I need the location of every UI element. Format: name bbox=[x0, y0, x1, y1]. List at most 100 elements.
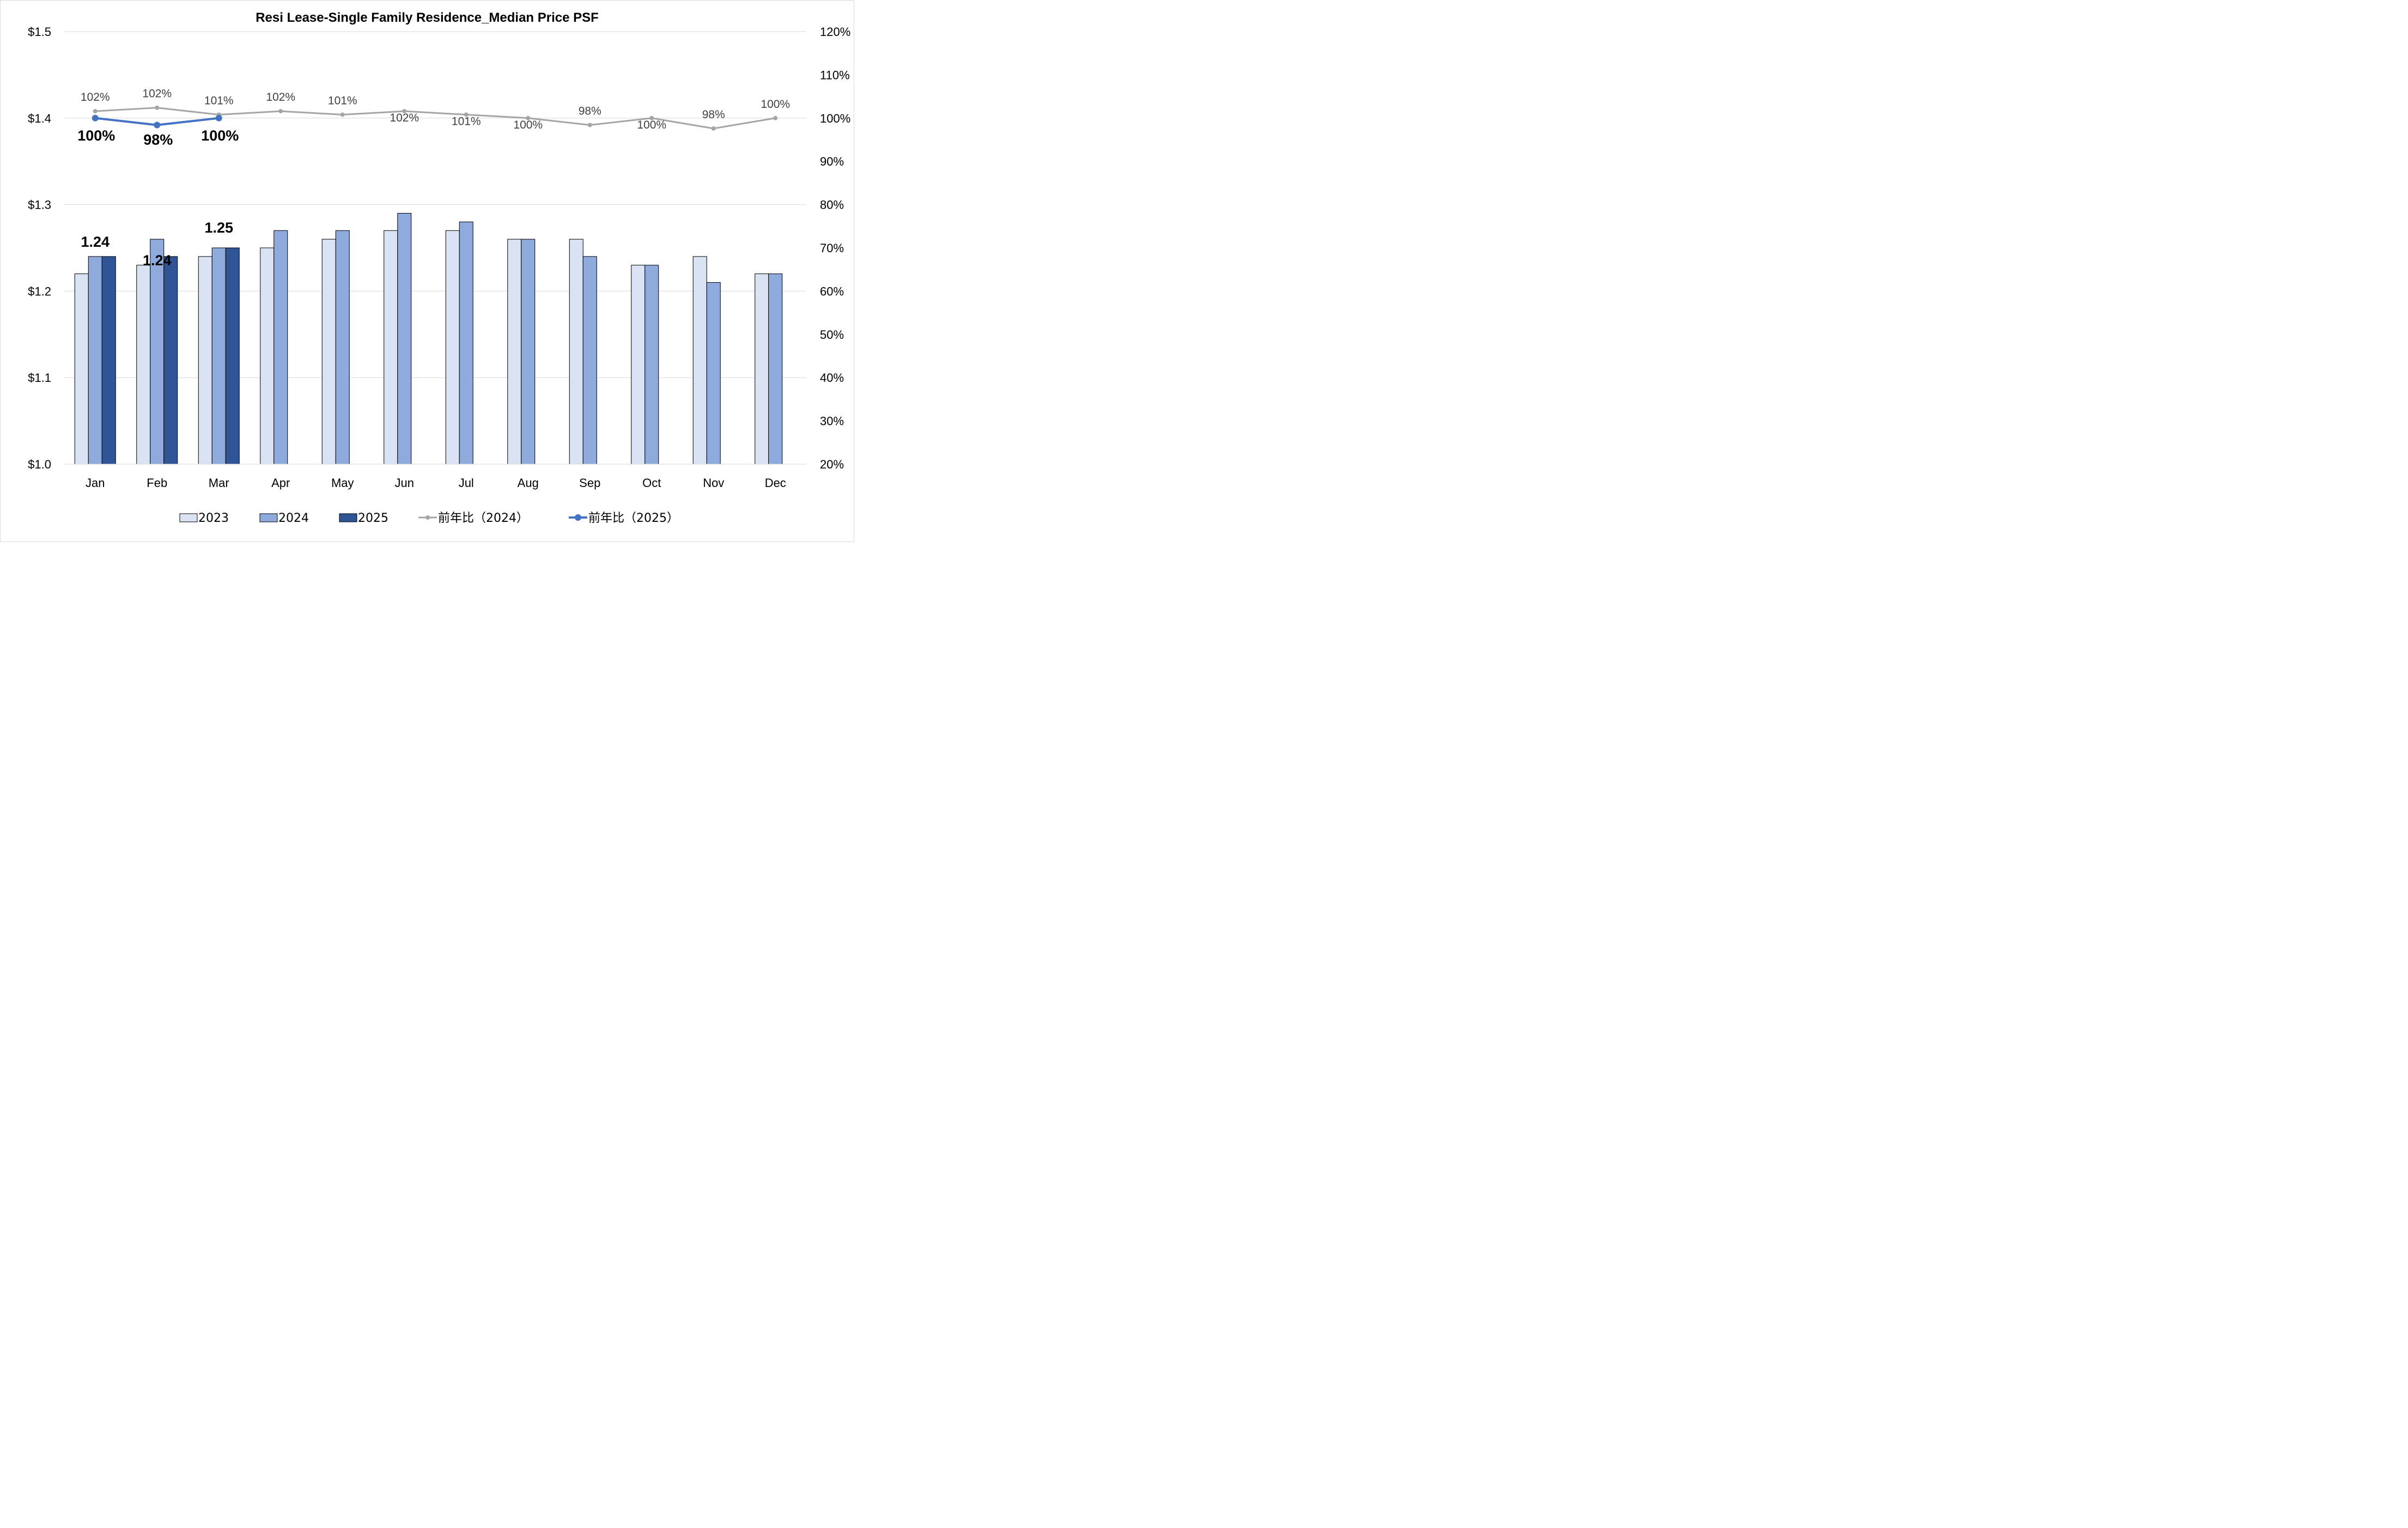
bar-data-label-2025: 1.24 bbox=[81, 234, 110, 250]
legend-label: 2024 bbox=[278, 512, 309, 525]
line-data-label-yoy-2024: 100% bbox=[637, 119, 666, 131]
line-data-label-yoy-2025: 100% bbox=[77, 127, 115, 144]
legend-item-前年比（2024）[interactable]: 前年比（2024） bbox=[418, 512, 528, 525]
line-yoy-2024 bbox=[95, 107, 776, 130]
right-tick-label: 120% bbox=[820, 25, 850, 39]
chart-canvas: Resi Lease-Single Family Residence_Media… bbox=[28, 10, 850, 525]
marker-yoy-2024 bbox=[155, 105, 160, 110]
marker-yoy-2024 bbox=[464, 112, 469, 117]
line-data-label-yoy-2024: 101% bbox=[204, 94, 234, 107]
legend[interactable]: 2023 2024 2025 前年比（2024） 前年比（2025） bbox=[179, 512, 679, 525]
bar-data-label-2025: 1.25 bbox=[204, 220, 233, 236]
bar-2024-jul bbox=[459, 221, 473, 465]
line-data-label-yoy-2025: 98% bbox=[143, 132, 173, 148]
left-tick-label: $1.2 bbox=[28, 284, 51, 298]
legend-swatch bbox=[339, 513, 357, 522]
line-data-label-yoy-2024: 102% bbox=[390, 112, 419, 124]
category-label: Sep bbox=[579, 476, 600, 490]
marker-yoy-2024 bbox=[773, 115, 778, 120]
marker-yoy-2024 bbox=[711, 126, 716, 131]
bar-2024-may bbox=[335, 230, 350, 465]
category-label: May bbox=[331, 476, 354, 490]
category-label: Oct bbox=[642, 476, 661, 490]
category-label: Jun bbox=[395, 476, 414, 490]
bar-2025-mar bbox=[225, 247, 240, 465]
bar-2024-nov bbox=[706, 282, 721, 465]
right-tick-label: 100% bbox=[820, 112, 850, 125]
legend-marker bbox=[575, 514, 581, 521]
legend-item-2025[interactable]: 2025 bbox=[339, 512, 388, 525]
data-labels: 1.24 1.24 1.25 102% 102% 101% 102% 101% 102% 101%… bbox=[77, 88, 790, 269]
right-tick-label: 110% bbox=[820, 68, 850, 82]
category-label: Aug bbox=[518, 476, 539, 490]
legend-marker bbox=[425, 515, 430, 520]
right-tick-label: 50% bbox=[820, 328, 844, 342]
category-label: Dec bbox=[765, 476, 786, 490]
marker-yoy-2024 bbox=[526, 115, 531, 120]
legend-item-2024[interactable]: 2024 bbox=[259, 512, 309, 525]
line-data-label-yoy-2024: 98% bbox=[579, 105, 601, 118]
left-tick-label: $1.5 bbox=[28, 25, 51, 39]
bar-2024-sep bbox=[582, 256, 597, 465]
marker-yoy-2024 bbox=[340, 112, 345, 117]
bar-2024-oct bbox=[644, 265, 659, 465]
right-tick-label: 70% bbox=[820, 241, 844, 255]
bar-2024-aug bbox=[521, 239, 536, 465]
marker-yoy-2024 bbox=[278, 109, 283, 114]
legend-label: 2025 bbox=[358, 512, 388, 525]
bar-2023-feb bbox=[136, 265, 151, 465]
category-label: Jan bbox=[86, 476, 105, 490]
right-tick-label: 80% bbox=[820, 198, 844, 212]
right-tick-label: 90% bbox=[820, 155, 844, 168]
legend-item-前年比（2025）[interactable]: 前年比（2025） bbox=[569, 512, 679, 525]
bar-2023-jun bbox=[384, 230, 398, 465]
bar-2025-jan bbox=[101, 256, 116, 465]
bar-2023-may bbox=[321, 239, 336, 465]
bar-2024-jun bbox=[397, 212, 412, 465]
bar-2024-dec bbox=[768, 273, 783, 465]
right-tick-label: 60% bbox=[820, 284, 844, 298]
bar-2023-jul bbox=[445, 230, 460, 465]
bar-2024-jan bbox=[88, 256, 102, 465]
bar-2023-nov bbox=[692, 256, 707, 465]
bar-2023-aug bbox=[507, 239, 522, 465]
category-label: Feb bbox=[147, 476, 167, 490]
line-data-label-yoy-2024: 100% bbox=[513, 119, 543, 131]
right-tick-label: 40% bbox=[820, 371, 844, 385]
line-data-label-yoy-2024: 102% bbox=[142, 88, 172, 100]
legend-item-2023[interactable]: 2023 bbox=[179, 512, 229, 525]
right-tick-label: 20% bbox=[820, 458, 844, 471]
left-tick-label: $1.1 bbox=[28, 371, 51, 385]
marker-yoy-2024 bbox=[93, 109, 98, 114]
category-label: Mar bbox=[209, 476, 229, 490]
bar-2025-feb bbox=[163, 256, 178, 465]
bar-2023-sep bbox=[569, 239, 583, 465]
line-data-label-yoy-2024: 98% bbox=[702, 108, 725, 121]
bar-2024-feb bbox=[150, 239, 165, 465]
left-axis: $1.0 $1.1 $1.2 $1.3 $1.4 $1.5 bbox=[28, 25, 51, 471]
legend-label: 前年比（2024） bbox=[438, 512, 528, 525]
bar-2023-mar bbox=[198, 256, 212, 465]
line-data-label-yoy-2025: 100% bbox=[201, 127, 239, 144]
lines bbox=[92, 105, 778, 131]
category-axis: Jan Feb Mar Apr May Jun Jul Aug Sep Oct Nov Dec bbox=[64, 464, 806, 490]
chart-title: Resi Lease-Single Family Residence_Media… bbox=[256, 10, 599, 25]
marker-yoy-2024 bbox=[649, 115, 654, 120]
line-data-label-yoy-2024: 102% bbox=[266, 91, 295, 104]
marker-yoy-2025 bbox=[154, 121, 161, 129]
legend-label: 2023 bbox=[198, 512, 229, 525]
legend-label: 前年比（2025） bbox=[588, 512, 679, 525]
bar-data-label-2025: 1.24 bbox=[143, 252, 172, 269]
marker-yoy-2024 bbox=[402, 109, 407, 114]
marker-yoy-2025 bbox=[215, 114, 222, 121]
left-tick-label: $1.3 bbox=[28, 198, 51, 212]
right-tick-label: 30% bbox=[820, 415, 844, 428]
legend-swatch bbox=[179, 513, 198, 522]
marker-yoy-2024 bbox=[587, 123, 592, 127]
line-data-label-yoy-2024: 102% bbox=[81, 91, 110, 104]
category-label: Apr bbox=[271, 476, 290, 490]
bar-2024-mar bbox=[211, 247, 226, 465]
bar-2023-apr bbox=[260, 247, 275, 465]
bar-2024-apr bbox=[273, 230, 288, 465]
line-data-label-yoy-2024: 101% bbox=[452, 115, 481, 127]
